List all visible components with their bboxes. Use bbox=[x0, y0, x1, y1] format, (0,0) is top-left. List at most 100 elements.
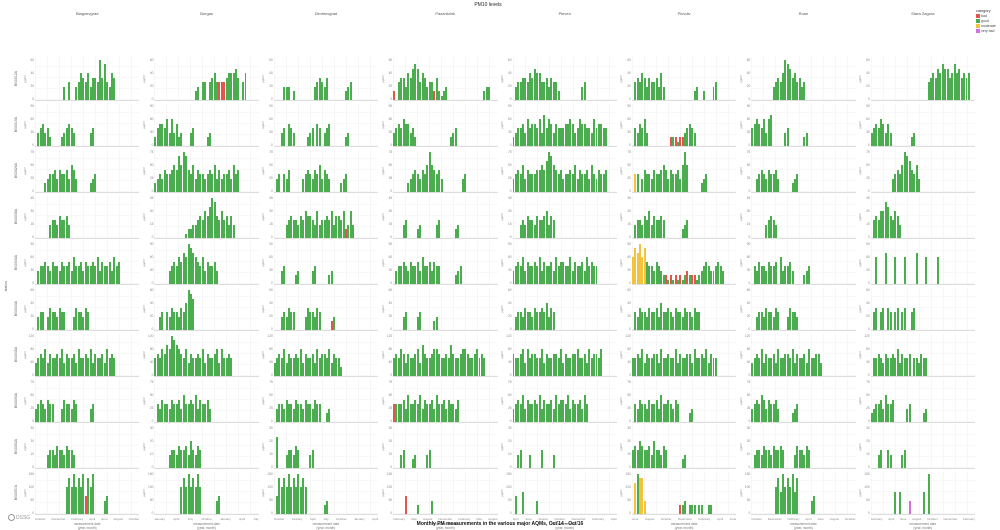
bar bbox=[421, 73, 424, 100]
y-tick-label: 15 bbox=[866, 222, 870, 226]
bar bbox=[760, 395, 763, 422]
bar bbox=[519, 174, 522, 192]
y-tick-label: 30 bbox=[388, 426, 393, 430]
bar bbox=[650, 178, 653, 192]
bar bbox=[672, 316, 675, 330]
y-axis-ticks: 75 50 25 0 bbox=[743, 379, 751, 423]
bar bbox=[793, 178, 796, 192]
bar bbox=[782, 473, 785, 514]
bar bbox=[299, 349, 302, 376]
bar bbox=[285, 454, 288, 468]
bar bbox=[440, 95, 443, 100]
y-tick-label: 30 bbox=[30, 426, 34, 430]
bar bbox=[574, 261, 577, 284]
bar bbox=[765, 224, 768, 238]
bar bbox=[192, 358, 195, 376]
bar bbox=[803, 353, 806, 376]
bar bbox=[581, 358, 584, 376]
legend-item-very-bad[interactable]: very bad bbox=[976, 29, 999, 33]
bar bbox=[431, 353, 434, 376]
x-axis-r-col6: June August October December February April Ju… bbox=[619, 517, 736, 530]
bar bbox=[519, 266, 522, 284]
x-tick-label: April bbox=[89, 517, 96, 521]
y-tick-label: 0 bbox=[509, 465, 512, 469]
bar bbox=[192, 165, 195, 192]
y-axis-ticks: 60 40 20 0 bbox=[27, 57, 35, 101]
plot-panel bbox=[751, 425, 856, 469]
bar bbox=[211, 77, 214, 100]
bar bbox=[564, 404, 567, 422]
bar bbox=[426, 86, 429, 100]
y-tick-label: 0 bbox=[509, 143, 512, 147]
bar bbox=[901, 312, 904, 330]
bar bbox=[53, 169, 56, 192]
x-tick-label: April bbox=[512, 517, 519, 521]
y-tick-label: 0 bbox=[629, 373, 631, 377]
bar bbox=[793, 454, 796, 468]
bar bbox=[182, 312, 185, 330]
y-tick-label: 0 bbox=[748, 143, 751, 147]
y-axis-title-text: µg/m³ bbox=[500, 213, 504, 221]
y-axis-ticks: 45 30 15 0 bbox=[27, 195, 35, 239]
y-axis-ticks: 90 60 30 0 bbox=[863, 103, 871, 147]
bar bbox=[232, 224, 235, 238]
x-tick-label: November bbox=[438, 517, 453, 521]
y-tick-label: 40 bbox=[30, 360, 34, 364]
facet-row-label-6: BG0043A bbox=[11, 287, 20, 331]
bar bbox=[447, 399, 450, 422]
y-axis-title-text: µg/m³ bbox=[858, 213, 863, 221]
bar bbox=[789, 261, 792, 284]
bar bbox=[180, 487, 183, 514]
legend-item-good[interactable]: good bbox=[976, 19, 999, 23]
x-axis-r-col5: April June August October December February Ap… bbox=[500, 517, 617, 530]
legend-item-moderate[interactable]: moderate bbox=[976, 24, 999, 28]
legend-item-bad[interactable]: bad bbox=[976, 14, 999, 18]
bar bbox=[409, 77, 412, 100]
facet-row-label-text: BG0040A bbox=[13, 255, 18, 271]
facet-row-label-text: BG0043A bbox=[13, 301, 18, 317]
bar bbox=[166, 404, 169, 422]
bar bbox=[168, 316, 171, 330]
subplot-r2c7: µg/m³ 90 60 30 0 bbox=[738, 103, 856, 147]
plot-panel bbox=[870, 287, 975, 331]
bar bbox=[875, 358, 878, 376]
bar bbox=[49, 450, 52, 468]
bar bbox=[423, 77, 426, 100]
bar bbox=[77, 82, 80, 100]
bar bbox=[412, 358, 415, 376]
plot-panel bbox=[393, 379, 498, 423]
bar bbox=[531, 123, 534, 146]
x-axis-title-line2: (year, month) bbox=[197, 526, 216, 530]
y-axis-ticks: 120 80 40 0 bbox=[624, 333, 632, 377]
bar bbox=[784, 487, 787, 514]
bar bbox=[884, 252, 887, 284]
y-tick-label: 30 bbox=[866, 209, 870, 213]
bar bbox=[581, 408, 584, 422]
y-tick-label: 90 bbox=[269, 242, 273, 246]
y-tick-label: 60 bbox=[269, 58, 273, 62]
y-tick-label: 40 bbox=[30, 301, 34, 305]
bar bbox=[318, 165, 321, 192]
x-axis-r-col1: October December February April June August Oc… bbox=[22, 517, 139, 530]
bar bbox=[87, 358, 90, 376]
bar bbox=[545, 128, 548, 146]
bar bbox=[414, 454, 417, 468]
facet-row-label-text: BG0026A bbox=[13, 163, 18, 179]
bar bbox=[767, 119, 770, 146]
y-tick-label: 0 bbox=[629, 235, 631, 239]
y-tick-label: 60 bbox=[866, 58, 870, 62]
bar bbox=[166, 174, 169, 192]
bar bbox=[397, 123, 400, 146]
subplot-r5c5: µg/m³ 90 60 30 0 bbox=[500, 241, 617, 285]
bar bbox=[53, 358, 56, 376]
bar bbox=[68, 224, 71, 238]
y-tick-label: 30 bbox=[388, 130, 393, 134]
bar bbox=[641, 224, 644, 238]
plot-panel bbox=[154, 425, 259, 469]
bar bbox=[412, 68, 415, 100]
bar bbox=[934, 77, 937, 100]
y-tick-label: 50 bbox=[269, 393, 273, 397]
bar bbox=[438, 169, 441, 192]
bar bbox=[793, 73, 796, 100]
bar bbox=[669, 312, 672, 330]
